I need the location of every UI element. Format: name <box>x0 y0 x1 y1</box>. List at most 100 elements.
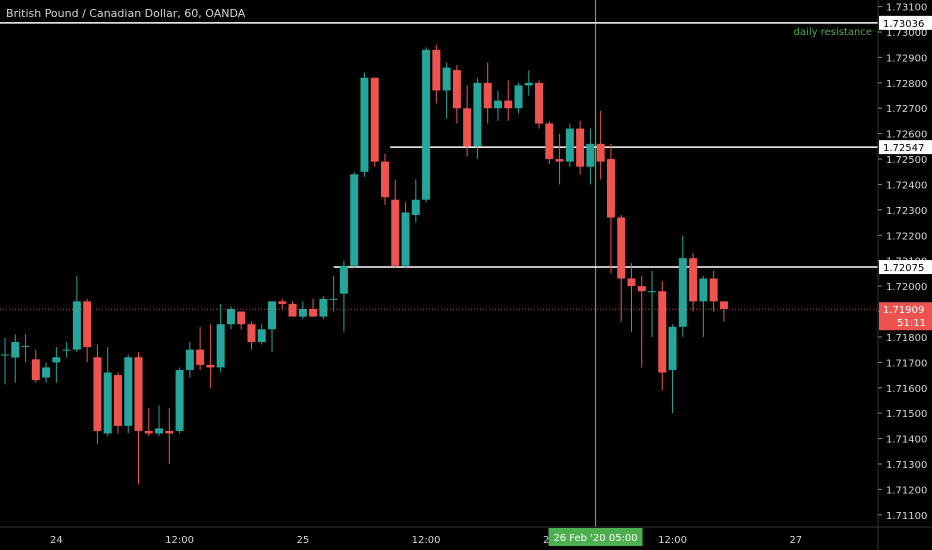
candle-body <box>555 159 564 162</box>
candle[interactable] <box>268 301 277 353</box>
candle[interactable] <box>432 44 441 104</box>
candle[interactable] <box>11 334 20 383</box>
candle-body <box>699 278 708 302</box>
candle-body <box>514 85 523 109</box>
candle[interactable] <box>309 298 318 317</box>
candle-body <box>719 301 728 309</box>
candle[interactable] <box>719 301 728 322</box>
candle[interactable] <box>247 321 256 350</box>
candle[interactable] <box>493 90 502 121</box>
candle[interactable] <box>442 62 451 119</box>
candle[interactable] <box>709 270 718 312</box>
candle[interactable] <box>668 324 677 414</box>
candle-body <box>196 349 205 365</box>
candle[interactable] <box>288 301 297 317</box>
candle[interactable] <box>124 354 133 434</box>
y-tick-label: 1.72600 <box>886 130 927 141</box>
candle[interactable] <box>360 72 369 177</box>
y-tick-label: 1.71600 <box>886 384 927 395</box>
candle-body <box>432 49 441 91</box>
candle-body <box>247 324 256 343</box>
y-tick-label: 1.71300 <box>886 460 927 471</box>
candle[interactable] <box>524 70 533 96</box>
level-price-label-box <box>879 260 932 275</box>
candle[interactable] <box>565 123 574 167</box>
candle[interactable] <box>72 275 81 353</box>
candles-layer <box>1 44 728 485</box>
candle[interactable] <box>175 367 184 434</box>
candle[interactable] <box>144 408 153 437</box>
levels-layer: daily resistance <box>0 22 878 268</box>
candle[interactable] <box>637 275 646 368</box>
candle[interactable] <box>689 253 698 312</box>
candle-body <box>422 49 431 200</box>
current-price-label-box <box>879 302 932 331</box>
candle[interactable] <box>411 179 420 223</box>
candle[interactable] <box>206 324 215 388</box>
candle[interactable] <box>278 298 287 309</box>
candle[interactable] <box>617 214 626 322</box>
candle[interactable] <box>196 326 205 370</box>
chart-title: British Pound / Canadian Dollar, 60, OAN… <box>6 7 246 20</box>
candle[interactable] <box>606 143 615 274</box>
candle-body <box>339 265 348 294</box>
candle[interactable] <box>113 372 122 434</box>
candle[interactable] <box>1 337 9 385</box>
candle[interactable] <box>648 270 657 337</box>
candle[interactable] <box>329 275 338 312</box>
y-tick-label: 1.72200 <box>886 231 927 242</box>
candle[interactable] <box>504 80 513 121</box>
candle[interactable] <box>401 202 410 269</box>
candle-body <box>504 100 513 109</box>
candle[interactable] <box>216 303 225 373</box>
candle[interactable] <box>545 120 554 165</box>
candle[interactable] <box>535 80 544 129</box>
candle[interactable] <box>185 342 194 378</box>
candle[interactable] <box>699 275 708 337</box>
candle[interactable] <box>350 171 359 269</box>
level-price-label-text: 1.72547 <box>883 143 924 154</box>
candle[interactable] <box>165 408 174 464</box>
candle-body <box>535 82 544 124</box>
candle[interactable] <box>93 344 102 444</box>
candle[interactable] <box>370 77 379 167</box>
candle[interactable] <box>678 235 687 337</box>
candle[interactable] <box>42 362 51 383</box>
candle-body <box>103 372 112 434</box>
candle[interactable] <box>31 349 40 383</box>
candle[interactable] <box>422 47 431 203</box>
candle[interactable] <box>134 352 143 485</box>
candle-body <box>606 159 615 218</box>
candle[interactable] <box>103 347 112 437</box>
candle[interactable] <box>339 260 348 332</box>
candle[interactable] <box>155 405 164 437</box>
candle[interactable] <box>319 296 328 320</box>
candle-body <box>360 77 369 172</box>
candle[interactable] <box>596 110 605 180</box>
candle[interactable] <box>473 77 482 160</box>
candle[interactable] <box>391 179 400 269</box>
candle[interactable] <box>380 153 389 205</box>
candle[interactable] <box>483 62 492 124</box>
candle-body <box>576 128 585 167</box>
crosshair-time-label-text: 26 Feb '20 05:00 <box>553 533 637 544</box>
candle[interactable] <box>452 65 461 124</box>
candle[interactable] <box>237 311 246 330</box>
candle[interactable] <box>21 334 30 363</box>
candle-body <box>442 67 451 91</box>
candle[interactable] <box>627 263 636 332</box>
candle[interactable] <box>555 133 564 185</box>
candle[interactable] <box>298 301 307 320</box>
candle[interactable] <box>62 342 71 358</box>
candle[interactable] <box>257 324 266 345</box>
candle[interactable] <box>514 82 523 114</box>
candle[interactable] <box>658 281 667 391</box>
candle[interactable] <box>576 120 585 175</box>
candle[interactable] <box>586 128 595 185</box>
x-tick-label: 12:00 <box>165 535 194 546</box>
candle[interactable] <box>226 306 235 330</box>
candle[interactable] <box>463 85 472 157</box>
candle[interactable] <box>52 347 61 383</box>
